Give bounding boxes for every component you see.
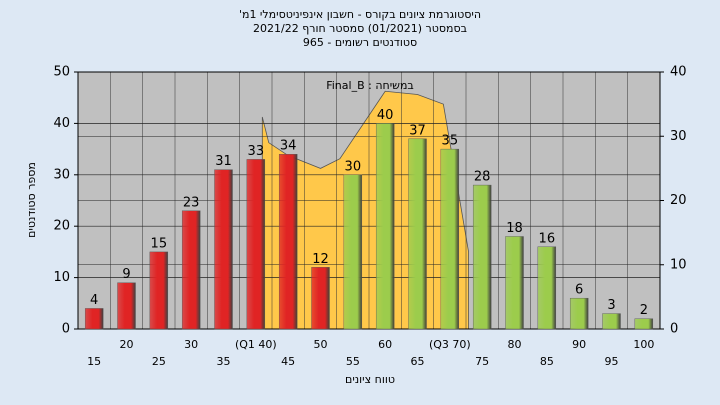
bar [311, 267, 330, 330]
x-tick-label: 45 [281, 355, 295, 368]
y-tick-label: 30 [53, 167, 70, 182]
value-label: 12 [312, 252, 329, 267]
value-label: 30 [345, 159, 362, 174]
x-tick-label: 55 [346, 355, 360, 368]
bar [149, 251, 169, 330]
bar [440, 148, 460, 330]
bar [278, 154, 298, 330]
value-label: 2 [640, 303, 648, 318]
x-tick-label: (Q3 70) [429, 338, 471, 351]
value-label: 23 [183, 195, 200, 210]
bar [117, 282, 136, 330]
x-tick-label: 100 [633, 338, 654, 351]
bar [84, 308, 104, 330]
x-tick-label: 20 [120, 338, 134, 351]
value-label: 35 [442, 134, 459, 149]
bar [505, 236, 524, 330]
annotation: במשיחה : Final_B [326, 79, 414, 92]
x-tick-label: 95 [605, 355, 619, 368]
x-tick-label: 30 [184, 338, 198, 351]
x-tick-label: (Q1 40) [235, 338, 277, 351]
y-tick-label: 10 [53, 270, 70, 285]
bar [375, 123, 395, 330]
chart-subtitle: סטודנטים רשומים - 965 [303, 36, 417, 49]
value-label: 6 [575, 283, 583, 298]
value-label: 40 [377, 108, 394, 123]
bar [634, 318, 654, 330]
value-label: 9 [122, 267, 130, 282]
value-label: 18 [506, 221, 523, 236]
y-tick-label: 50 [53, 65, 70, 80]
bar [246, 159, 266, 330]
y-tick-label: 0 [62, 322, 70, 337]
x-tick-label: 35 [217, 355, 231, 368]
value-label: 31 [215, 154, 232, 169]
x-tick-label: 90 [572, 338, 586, 351]
bar [181, 210, 201, 330]
y2-tick-label: 10 [670, 257, 687, 272]
bar [472, 184, 492, 330]
bar [537, 246, 557, 330]
x-tick-label: 50 [314, 338, 328, 351]
bar [408, 138, 427, 330]
x-tick-label: 60 [378, 338, 392, 351]
y2-tick-label: 0 [670, 322, 678, 337]
x-axis-label: טווח ציונים [345, 373, 395, 386]
value-label: 37 [409, 123, 426, 138]
y2-tick-label: 20 [670, 193, 687, 208]
y-axis-label: מספר סטודנטים [25, 162, 38, 238]
x-tick-label: 15 [87, 355, 101, 368]
bar [214, 169, 233, 330]
y2-tick-label: 40 [670, 65, 687, 80]
chart-title: היסטוגרמת ציונים בקורס - חשבון אינפיניטס… [239, 8, 481, 21]
chart-subtitle: בסמסטר (01/2021) סמסטר חורף 2021/22 [253, 22, 467, 35]
value-label: 4 [90, 293, 98, 308]
bar [343, 174, 363, 330]
x-tick-label: 80 [508, 338, 522, 351]
bar [602, 313, 621, 330]
x-tick-label: 25 [152, 355, 166, 368]
bar [569, 297, 589, 330]
plot-border [77, 71, 661, 330]
y-tick-label: 40 [53, 116, 70, 131]
x-tick-label: 85 [540, 355, 554, 368]
x-tick-label: 75 [475, 355, 489, 368]
value-label: 28 [474, 170, 491, 185]
value-label: 34 [280, 139, 297, 154]
y-tick-label: 20 [53, 219, 70, 234]
value-label: 16 [539, 231, 556, 246]
value-label: 15 [151, 236, 168, 251]
y2-tick-label: 30 [670, 129, 687, 144]
value-label: 33 [248, 144, 265, 159]
value-label: 3 [607, 298, 615, 313]
x-tick-label: 65 [411, 355, 425, 368]
